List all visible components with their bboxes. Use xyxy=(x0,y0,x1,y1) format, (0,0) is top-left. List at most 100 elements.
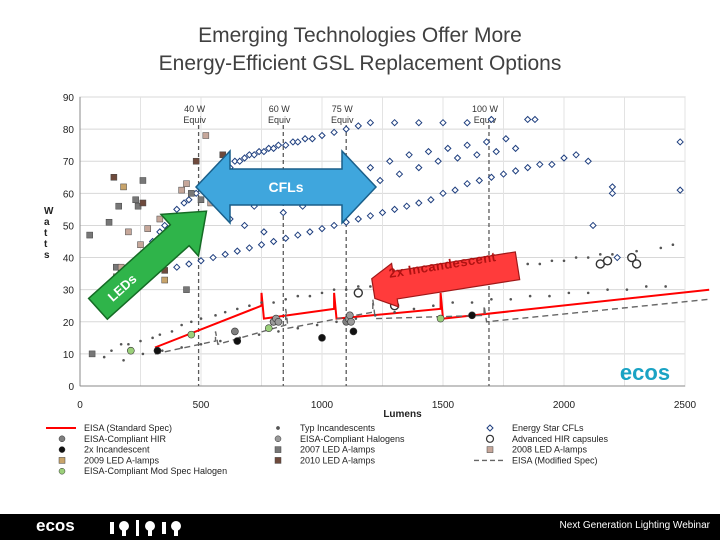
data-point xyxy=(664,285,667,288)
data-point xyxy=(468,311,476,320)
data-point xyxy=(393,310,396,314)
legend-label: 2008 LED A-lamps xyxy=(512,445,588,455)
data-point xyxy=(659,246,663,250)
data-point xyxy=(671,243,675,247)
cfl-point xyxy=(473,151,481,159)
data-point xyxy=(127,342,130,346)
cfl-point xyxy=(415,199,423,207)
cfl-point xyxy=(395,170,404,178)
cfl-point xyxy=(405,151,413,159)
data-point xyxy=(199,342,203,346)
cfl-point xyxy=(366,163,375,172)
cfl-point xyxy=(463,118,471,127)
equivalence-label: 60 W xyxy=(269,104,291,114)
led-point xyxy=(110,174,118,181)
x-tick-label: 0 xyxy=(77,400,83,411)
cfl-point xyxy=(185,260,193,268)
data-point xyxy=(574,256,578,259)
legend-item: 2009 LED A-lamps xyxy=(58,455,160,465)
cfl-point xyxy=(180,199,188,207)
cfl-point xyxy=(281,141,290,149)
cfl-point xyxy=(424,147,433,156)
data-point xyxy=(236,307,239,311)
leds-arrow: LEDs xyxy=(87,210,208,321)
data-point xyxy=(223,310,227,314)
data-point xyxy=(349,327,358,336)
cfl-point xyxy=(354,122,363,130)
legend-label: EISA-Compliant Mod Spec Halogen xyxy=(84,466,227,476)
data-point xyxy=(528,294,532,298)
cfl-point xyxy=(548,160,556,169)
data-point xyxy=(248,304,251,308)
hir-capsule-point xyxy=(627,252,637,263)
data-point xyxy=(296,326,300,330)
cfl-point xyxy=(453,154,462,162)
x-tick-label: 1000 xyxy=(311,400,334,411)
cfl-point xyxy=(386,157,394,165)
data-point xyxy=(318,334,326,342)
cfl-point xyxy=(523,163,532,172)
data-point xyxy=(451,301,454,304)
equivalence-label: 100 W xyxy=(472,104,499,114)
legend-label: Advanced HIR capsules xyxy=(512,434,609,444)
cfl-point xyxy=(434,157,442,165)
chart: 0 10 20 30 40 50 60 70 80 90 0 500 1000 1500 2000 2500 L… xyxy=(44,93,710,476)
cfl-point xyxy=(231,157,239,165)
data-point xyxy=(562,259,566,263)
data-point xyxy=(625,288,629,291)
cfl-point xyxy=(306,228,314,236)
data-point xyxy=(122,359,125,362)
led-point xyxy=(202,132,210,139)
cfl-point xyxy=(572,151,580,159)
data-point xyxy=(320,291,324,295)
cfl-point xyxy=(185,196,193,204)
legend-label: 2010 LED A-lamps xyxy=(300,455,376,465)
x-tick-label: 1500 xyxy=(432,400,455,411)
cfl-point xyxy=(255,147,263,156)
data-point xyxy=(357,285,360,288)
cfl-point xyxy=(294,231,302,239)
led-point xyxy=(125,228,132,236)
title-line-2: Energy-Efficient GSL Replacement Options xyxy=(158,52,562,75)
cfl-point xyxy=(318,224,326,233)
legend-item: EISA (Modified Spec) xyxy=(474,455,598,465)
led-point xyxy=(105,218,113,226)
legend-swatch xyxy=(486,446,494,453)
cfl-point xyxy=(160,221,169,230)
y-tick-label: 30 xyxy=(63,286,75,297)
data-point xyxy=(199,317,203,320)
data-point xyxy=(509,298,513,301)
eisa-standard-line xyxy=(154,288,710,349)
cfl-point xyxy=(342,125,350,133)
led-point xyxy=(183,180,190,187)
legend-swatch xyxy=(58,446,66,453)
cfl-point xyxy=(301,135,309,143)
cfl-point xyxy=(209,253,217,262)
y-tick-label: 50 xyxy=(63,221,75,232)
led-point xyxy=(115,202,122,210)
x-axis-label: Lumens xyxy=(383,409,422,420)
cfl-point xyxy=(584,157,592,165)
data-point xyxy=(219,339,222,343)
legend-swatch xyxy=(486,424,494,432)
cfl-point xyxy=(366,212,375,220)
data-point xyxy=(354,317,358,320)
cfl-point xyxy=(511,167,520,175)
data-point xyxy=(586,291,590,295)
data-point xyxy=(332,288,336,291)
y-tick-label: 10 xyxy=(63,350,75,361)
data-point xyxy=(538,262,542,266)
cfl-point xyxy=(366,118,375,127)
cfl-point xyxy=(613,253,621,262)
legend-swatch xyxy=(274,435,282,443)
bulb-icon xyxy=(145,521,155,531)
y-tick-label: 80 xyxy=(63,125,75,136)
legend-item: EISA (Standard Spec) xyxy=(46,423,172,433)
legend-swatch xyxy=(58,467,66,475)
bulb-icon xyxy=(171,521,181,531)
data-point xyxy=(158,333,162,336)
data-point xyxy=(344,288,348,291)
data-point xyxy=(586,256,590,259)
bulb-icons xyxy=(110,520,181,536)
cfl-point xyxy=(281,234,290,242)
